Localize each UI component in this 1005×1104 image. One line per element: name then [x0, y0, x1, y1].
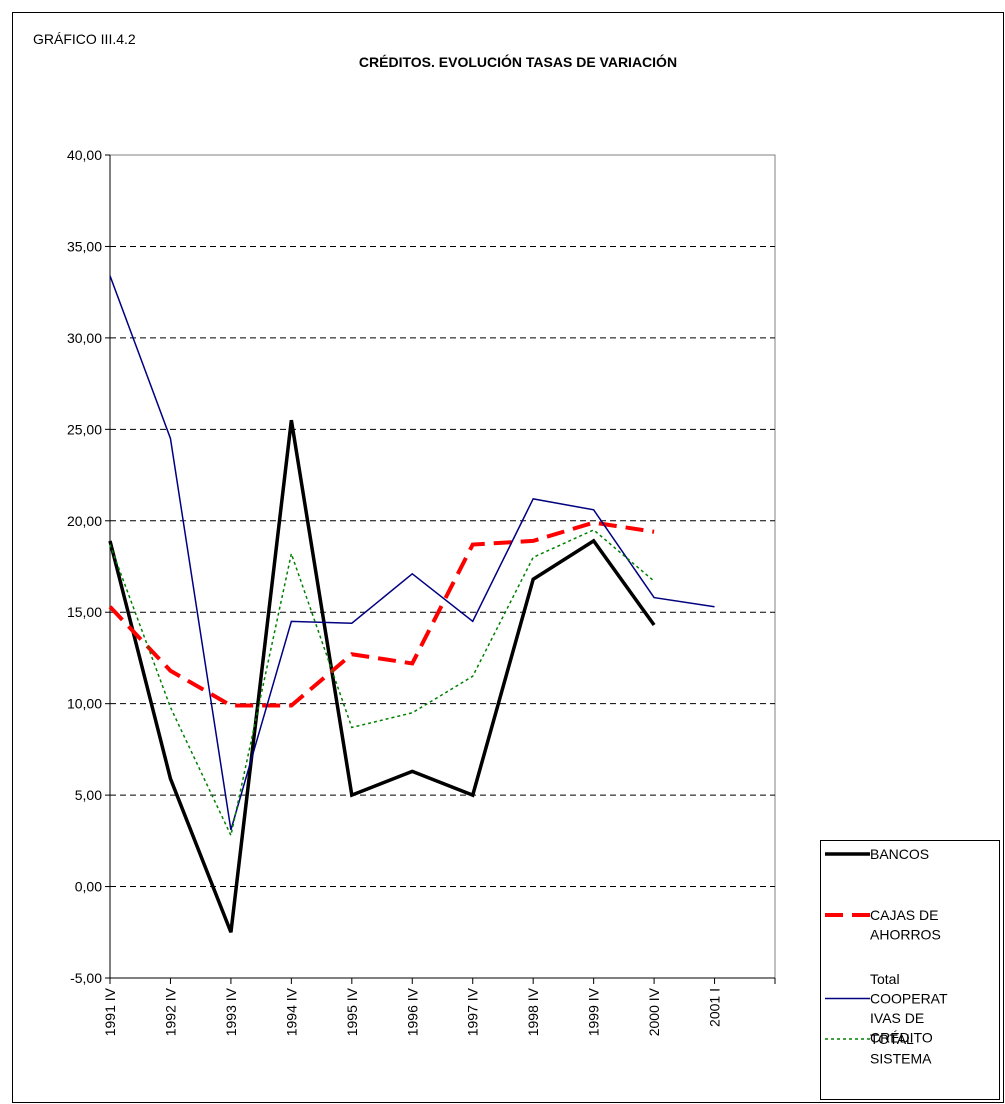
- x-tick-label: 1999 IV: [586, 987, 602, 1036]
- x-tick-label: 1991 IV: [102, 987, 118, 1036]
- legend-label: CAJAS DE AHORROS: [870, 907, 941, 943]
- y-tick-label: 35,00: [67, 238, 102, 254]
- x-tick-label: 1997 IV: [465, 987, 481, 1036]
- y-tick-label: 40,00: [67, 147, 102, 163]
- chart-title: CRÉDITOS. EVOLUCIÓN TASAS DE VARIACIÓN: [359, 53, 677, 70]
- chart-label: GRÁFICO III.4.2: [33, 31, 136, 47]
- x-tick-label: 1998 IV: [525, 987, 541, 1036]
- y-tick-label: 25,00: [67, 421, 102, 437]
- y-tick-label: 10,00: [67, 696, 102, 712]
- y-tick-label: 5,00: [75, 787, 102, 803]
- series-line: [109, 275, 715, 831]
- y-tick-label: 20,00: [67, 513, 102, 529]
- series-line: [108, 419, 656, 933]
- y-tick-label: 15,00: [67, 604, 102, 620]
- y-tick-label: 30,00: [67, 330, 102, 346]
- x-tick-label: 1993 IV: [223, 987, 239, 1036]
- y-tick-label: 0,00: [75, 879, 102, 895]
- legend-label: Total COOPERAT IVAS DE CRÉDITO: [870, 971, 948, 1046]
- legend-label: TOTAL SISTEMA: [870, 1031, 932, 1067]
- x-tick-label: 2001 I: [707, 988, 723, 1027]
- x-tick-label: 2000 IV: [646, 987, 662, 1036]
- legend-box: [820, 840, 1000, 1100]
- x-tick-label: 1994 IV: [283, 987, 299, 1036]
- legend-label: BANCOS: [870, 846, 929, 862]
- series-line: [108, 520, 655, 708]
- y-tick-label: -5,00: [70, 970, 102, 986]
- series-line: [109, 529, 655, 838]
- x-tick-label: 1996 IV: [404, 987, 420, 1036]
- x-tick-label: 1995 IV: [344, 987, 360, 1036]
- x-tick-label: 1992 IV: [162, 987, 178, 1036]
